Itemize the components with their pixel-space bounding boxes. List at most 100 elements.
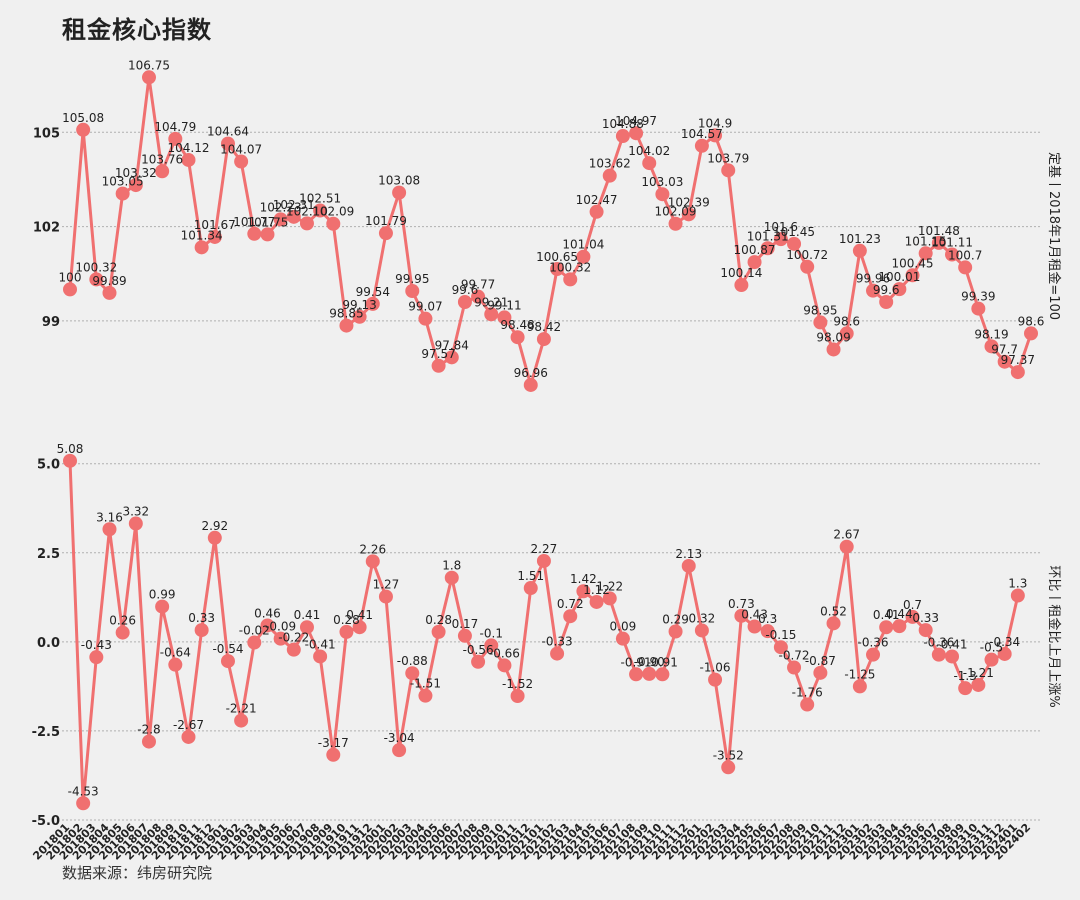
data-point: [536, 332, 551, 347]
data-label: 0.3: [758, 612, 777, 626]
data-point: [708, 672, 723, 687]
data-point: [365, 296, 380, 311]
data-point: [971, 301, 986, 316]
data-point: [800, 697, 815, 712]
data-label: 99.96: [856, 272, 890, 286]
data-label: 0.43: [741, 608, 768, 622]
data-point: [128, 516, 143, 531]
data-label: 0.33: [188, 611, 215, 625]
data-label: -1.76: [792, 686, 823, 700]
data-label: -0.5: [980, 641, 1003, 655]
data-label: 104.9: [698, 116, 732, 130]
data-point: [773, 640, 788, 655]
data-label: 101.04: [562, 238, 604, 252]
data-point: [273, 631, 288, 646]
data-point: [629, 667, 644, 682]
data-label: 103.05: [102, 175, 144, 189]
data-label: -0.56: [463, 643, 494, 657]
data-point: [155, 164, 170, 179]
data-point: [629, 126, 644, 141]
data-point: [510, 330, 525, 345]
data-point: [589, 204, 604, 219]
data-label: 104.02: [628, 144, 670, 158]
data-point: [260, 618, 275, 633]
data-point: [997, 646, 1012, 661]
data-label: 0.7: [903, 598, 922, 612]
data-label: 103.76: [141, 152, 183, 166]
data-label: 0.44: [886, 607, 913, 621]
data-label: 100.32: [75, 260, 117, 274]
data-point: [866, 647, 881, 662]
data-point: [787, 660, 802, 675]
data-point: [76, 796, 91, 811]
data-point: [800, 259, 815, 274]
data-label: -1.51: [410, 677, 441, 691]
data-label: -0.02: [239, 624, 270, 638]
data-point: [905, 268, 920, 283]
data-label: 1.27: [373, 578, 400, 592]
data-point: [694, 623, 709, 638]
data-point: [352, 309, 367, 324]
data-point: [378, 226, 393, 241]
data-label: 98.95: [803, 303, 837, 317]
data-label: 2.67: [833, 528, 860, 542]
data-point: [892, 619, 907, 634]
data-label: -0.41: [936, 637, 967, 651]
data-label: 102.23: [260, 200, 302, 214]
data-label: -0.54: [212, 642, 243, 656]
data-point: [102, 522, 117, 537]
data-label: 104.57: [681, 127, 723, 141]
data-point: [563, 272, 578, 287]
data-label: 100.45: [892, 256, 934, 270]
data-label: 100.14: [720, 266, 762, 280]
data-point: [155, 599, 170, 614]
data-point: [945, 649, 960, 664]
data-label: 106.75: [128, 58, 170, 72]
data-point: [918, 246, 933, 261]
data-point: [918, 623, 933, 638]
data-point: [852, 679, 867, 694]
data-label: 0.41: [873, 608, 900, 622]
data-point: [931, 235, 946, 250]
data-label: 2.27: [531, 542, 558, 556]
data-label: 99.13: [342, 298, 376, 312]
data-point: [102, 285, 117, 300]
data-point: [787, 236, 802, 251]
data-label: 97.7: [991, 343, 1018, 357]
data-label: 2.26: [359, 542, 386, 556]
data-label: 98.09: [816, 330, 850, 344]
data-label: 99.6: [452, 283, 479, 297]
data-point: [444, 570, 459, 585]
data-point: [352, 620, 367, 635]
data-point: [1010, 588, 1025, 603]
data-point: [1010, 365, 1025, 380]
data-label: 98.6: [1018, 314, 1045, 328]
data-label: 102.47: [576, 193, 618, 207]
data-label: 101.79: [365, 214, 407, 228]
data-label: 0.41: [346, 608, 373, 622]
data-label: 100: [59, 270, 82, 284]
data-label: -1.3: [953, 669, 976, 683]
data-label: -0.34: [989, 635, 1020, 649]
data-point: [931, 647, 946, 662]
data-label: 0.28: [425, 613, 452, 627]
data-point: [299, 620, 314, 635]
data-point: [63, 453, 77, 468]
data-label: 0.99: [149, 588, 176, 602]
data-point: [181, 729, 196, 744]
data-point: [260, 227, 275, 242]
data-point: [681, 207, 696, 222]
data-point: [826, 616, 841, 631]
y-tick-label: -2.5: [32, 725, 60, 740]
data-label: 101.77: [233, 215, 275, 229]
data-label: 102.31: [273, 198, 315, 212]
data-label: 103.03: [641, 175, 683, 189]
data-label: 100.65: [536, 250, 578, 264]
data-point: [405, 284, 420, 298]
data-point: [141, 70, 156, 85]
data-point: [128, 178, 143, 193]
data-label: 100.87: [734, 243, 776, 257]
data-point: [405, 666, 420, 681]
data-point: [220, 654, 235, 669]
y-axis-label: 定基丨2018年1月租金=100: [1046, 152, 1062, 320]
